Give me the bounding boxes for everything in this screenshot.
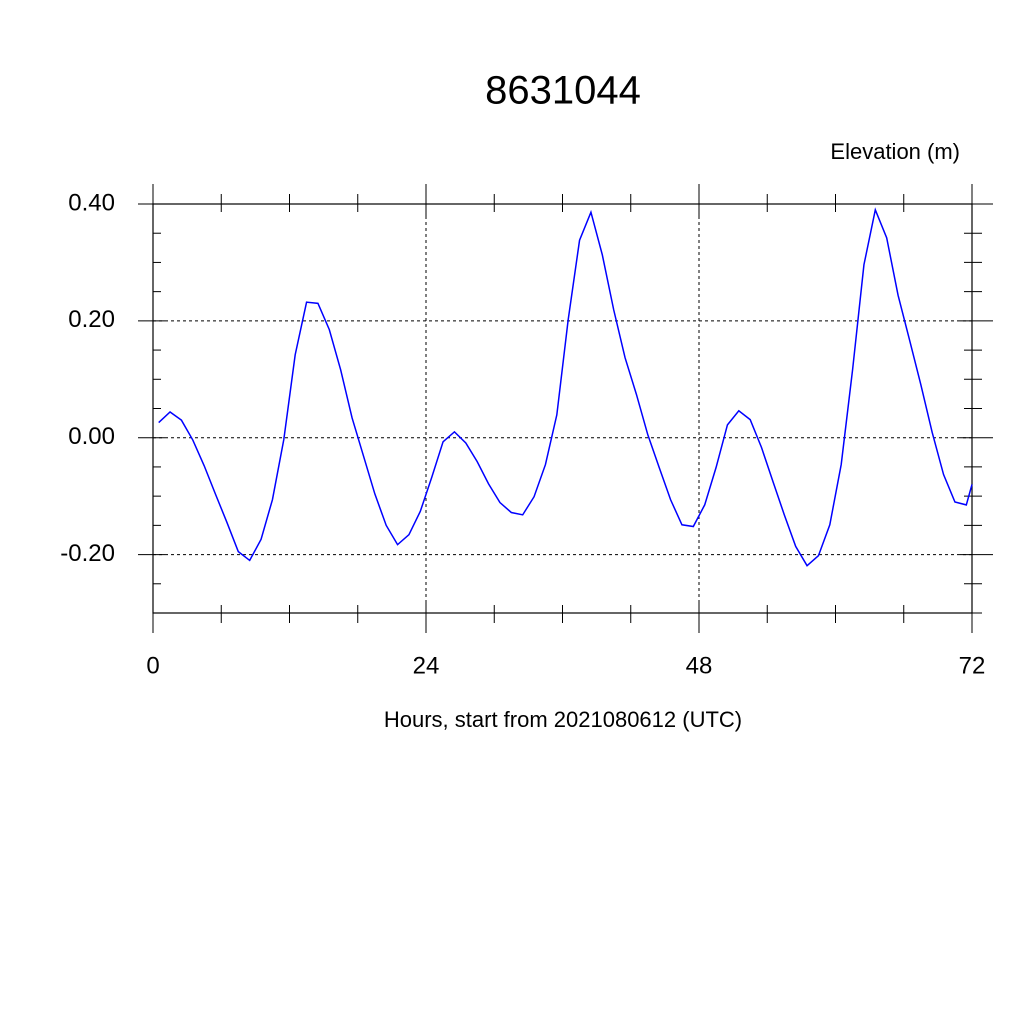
y-tick-label: -0.20 xyxy=(60,540,115,567)
plot-frame xyxy=(152,203,973,614)
y-tick-label: 0.40 xyxy=(68,189,115,216)
x-tick-label: 0 xyxy=(146,652,159,679)
data-line xyxy=(158,207,973,567)
x-axis-label: Hours, start from 2021080612 (UTC) xyxy=(384,707,742,732)
y-tick-label: 0.20 xyxy=(68,306,115,333)
x-tick-label: 72 xyxy=(959,652,986,679)
chart-title: 8631044 xyxy=(485,69,641,113)
y-axis-label: Elevation (m) xyxy=(830,139,960,164)
x-tick-label: 48 xyxy=(686,652,713,679)
x-tick-label: 24 xyxy=(413,652,440,679)
y-tick-label: 0.00 xyxy=(68,423,115,450)
